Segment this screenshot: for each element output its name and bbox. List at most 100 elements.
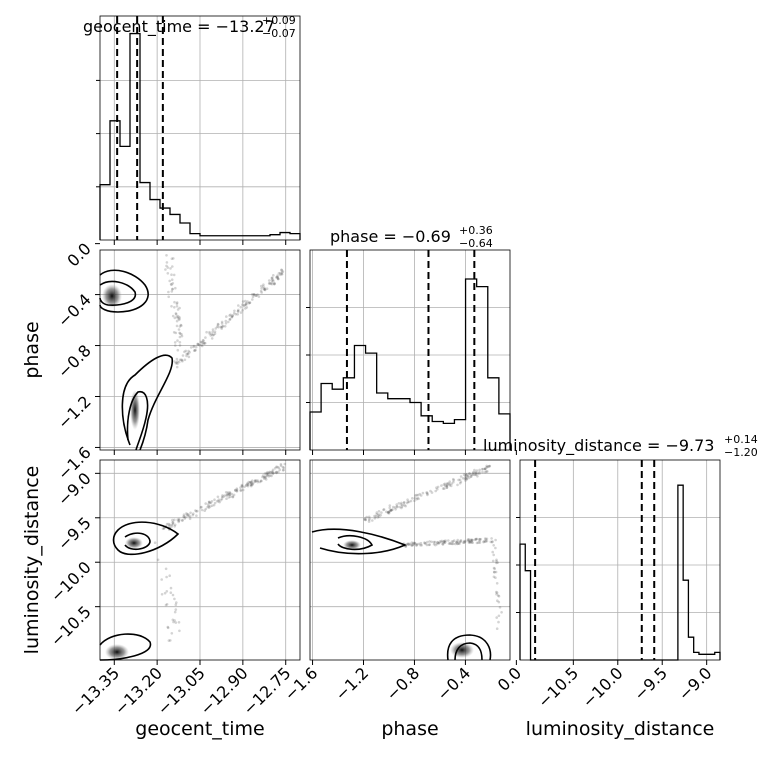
scatter-point — [271, 468, 275, 472]
scatter-point — [261, 475, 264, 479]
scatter-point — [445, 482, 449, 485]
scatter-point — [400, 505, 404, 509]
scatter-point — [445, 486, 449, 489]
scatter-point — [211, 333, 214, 337]
scatter-point — [474, 472, 478, 475]
scatter-point — [175, 365, 179, 369]
scatter-point — [258, 480, 262, 484]
scatter-point — [400, 506, 403, 510]
scatter-point — [178, 344, 182, 347]
scatter-point — [222, 495, 225, 499]
scatter-point — [181, 518, 184, 522]
scatter-point — [208, 505, 212, 508]
scatter-point — [483, 470, 487, 474]
scatter-point — [194, 509, 197, 512]
scatter-point — [243, 485, 246, 489]
scatter-point — [478, 538, 481, 541]
scatter-point — [249, 483, 253, 487]
scatter-point — [472, 473, 476, 476]
scatter-point — [480, 467, 484, 471]
scatter-point — [459, 480, 463, 484]
scatter-point — [220, 497, 224, 501]
scatter-point — [228, 493, 231, 497]
scatter-point — [224, 319, 228, 323]
scatter-point — [462, 541, 465, 544]
scatter-point — [467, 539, 470, 542]
scatter-point — [367, 518, 371, 522]
scatter-point — [170, 632, 174, 635]
scatter-point — [272, 274, 275, 277]
scatter-point — [231, 495, 235, 499]
scatter-point — [165, 264, 168, 268]
scatter-point — [253, 479, 257, 482]
title-geocent-time-sup: +0.09 — [262, 14, 296, 27]
scatter-point — [483, 467, 487, 471]
scatter-point — [481, 467, 485, 471]
scatter-point — [273, 282, 276, 285]
scatter-point — [448, 480, 452, 484]
scatter-point — [199, 340, 203, 344]
scatter-point — [234, 488, 237, 492]
scatter-point — [250, 484, 253, 488]
scatter-point — [415, 544, 418, 547]
scatter-point — [474, 538, 478, 541]
scatter-point — [445, 486, 449, 490]
scatter-point — [180, 333, 183, 336]
scatter-point — [189, 511, 192, 515]
scatter-point — [386, 511, 390, 515]
scatter-point — [276, 277, 280, 281]
scatter-point — [456, 542, 459, 546]
scatter-point — [391, 508, 394, 511]
title-luminosity-distance: luminosity_distance = −9.73 +0.14 −1.20 — [483, 433, 758, 459]
scatter-point — [228, 318, 232, 321]
scatter-point — [497, 614, 501, 618]
scatter-point — [271, 276, 274, 280]
scatter-point — [485, 470, 488, 473]
scatter-point — [210, 332, 214, 336]
scatter-point — [279, 463, 283, 466]
scatter-point — [178, 331, 181, 335]
scatter-point — [230, 315, 234, 319]
scatter-point — [443, 541, 447, 544]
scatter-point — [488, 464, 491, 468]
scatter-point — [170, 257, 174, 261]
scatter-point — [186, 352, 190, 356]
scatter-point — [209, 334, 212, 337]
scatter-point — [436, 485, 440, 489]
scatter-point — [174, 331, 178, 335]
scatter-point — [216, 323, 220, 327]
scatter-point — [464, 476, 467, 480]
scatter-point — [164, 268, 167, 271]
scatter-point — [467, 476, 471, 480]
title-luminosity-distance-sup: +0.14 — [724, 433, 758, 446]
scatter-point — [469, 541, 473, 544]
scatter-point — [176, 348, 180, 352]
scatter-point — [239, 488, 243, 492]
scatter-points — [153, 254, 503, 642]
scatter-point — [185, 513, 189, 516]
scatter-point — [282, 468, 285, 472]
scatter-point — [206, 505, 209, 509]
scatter-point — [199, 506, 203, 509]
title-geocent-time-sub: −0.07 — [262, 27, 296, 40]
scatter-point — [367, 520, 371, 523]
density-core — [343, 540, 361, 550]
scatter-point — [203, 509, 206, 512]
scatter-point — [187, 355, 191, 359]
scatter-point — [175, 305, 179, 308]
scatter-point — [493, 571, 496, 574]
scatter-point — [215, 325, 219, 328]
scatter-point — [188, 517, 192, 521]
scatter-point — [187, 349, 190, 353]
scatter-point — [178, 332, 182, 335]
scatter-point — [406, 542, 410, 545]
scatter-point — [271, 471, 274, 475]
scatter-point — [231, 314, 235, 317]
density-contours — [99, 269, 492, 661]
scatter-point — [270, 281, 274, 284]
title-phase-sub: −0.64 — [459, 237, 493, 250]
scatter-point — [262, 283, 265, 287]
scatter-point — [415, 542, 419, 546]
scatter-point — [193, 349, 196, 352]
scatter-point — [170, 525, 173, 528]
